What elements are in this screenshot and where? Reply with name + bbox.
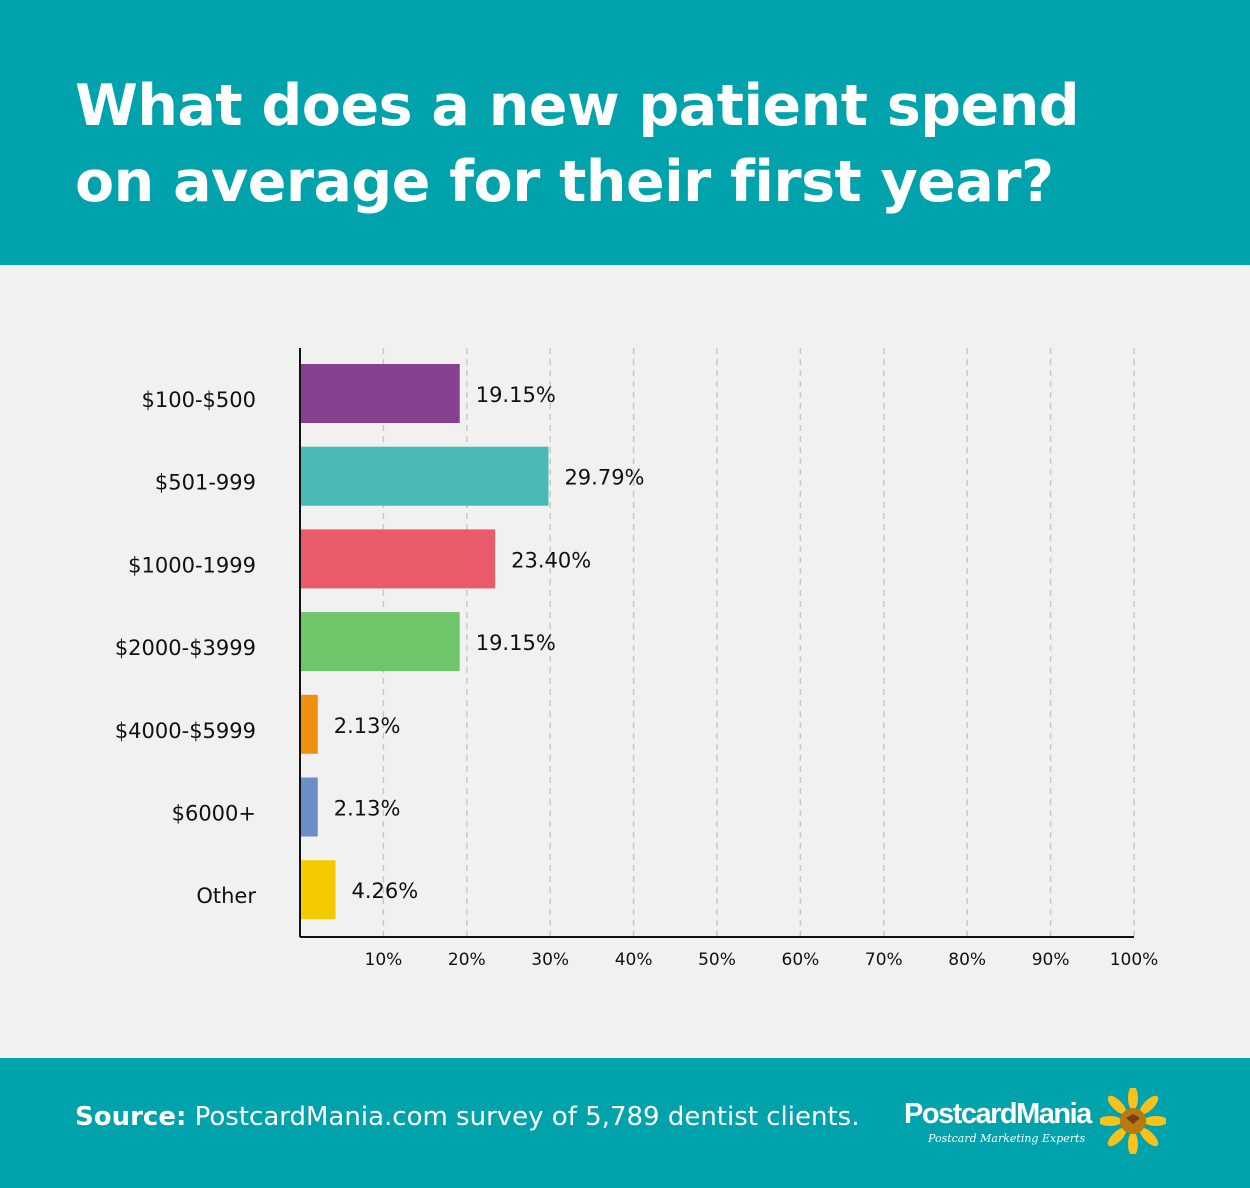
x-tick-label: 90% [1032,950,1070,970]
y-category-label: $501-999 [155,471,256,495]
data-label: 29.79% [564,466,644,490]
x-tick-label: 60% [782,950,820,970]
bar--6000- [300,777,318,837]
x-tick-label: 50% [698,950,736,970]
y-category-label: $100-$500 [142,388,256,412]
x-tick-label: 100% [1110,950,1159,970]
bar--4000-5999 [300,694,318,754]
data-label: 2.13% [334,714,401,738]
header-banner: What does a new patient spend on average… [0,0,1250,265]
source-text: PostcardMania.com survey of 5,789 dentis… [186,1102,860,1132]
logo-name: PostcardMania [904,1098,1092,1130]
postcardmania-logo: PostcardMania Postcard Marketing Experts [904,1088,1166,1156]
y-category-label: $4000-$5999 [115,719,256,743]
x-tick-label: 40% [615,950,653,970]
data-label: 19.15% [476,631,556,655]
x-tick-label: 30% [531,950,569,970]
logo-tagline: Postcard Marketing Experts [928,1132,1086,1145]
data-label: 2.13% [334,797,401,821]
sunflower-icon [1100,1088,1166,1154]
data-label: 4.26% [352,879,419,903]
page-title: What does a new patient spend on average… [75,73,1080,215]
bar--501-999 [300,446,549,506]
x-tick-label: 10% [365,950,403,970]
data-label: 19.15% [476,383,556,407]
data-label: 23.40% [511,548,591,572]
bar--1000-1999 [300,529,496,589]
x-tick-label: 20% [448,950,486,970]
bar-chart: 10% 20% 30% 40% 50% 60% 70% 80% 90% 100% 19.15% $10… [115,348,1159,970]
source-note: Source: PostcardMania.com survey of 5,78… [75,1102,859,1132]
y-category-label: Other [196,884,256,908]
footer-banner [0,1058,1250,1188]
bar-other [300,860,336,920]
y-category-label: $1000-1999 [128,553,256,577]
x-tick-label: 80% [948,950,986,970]
y-category-label: $2000-$3999 [115,636,256,660]
bar--100-500 [300,364,460,423]
bar--2000-3999 [300,612,460,672]
x-tick-label: 70% [865,950,903,970]
y-category-label: $6000+ [172,802,256,826]
source-label: Source: [75,1102,187,1132]
